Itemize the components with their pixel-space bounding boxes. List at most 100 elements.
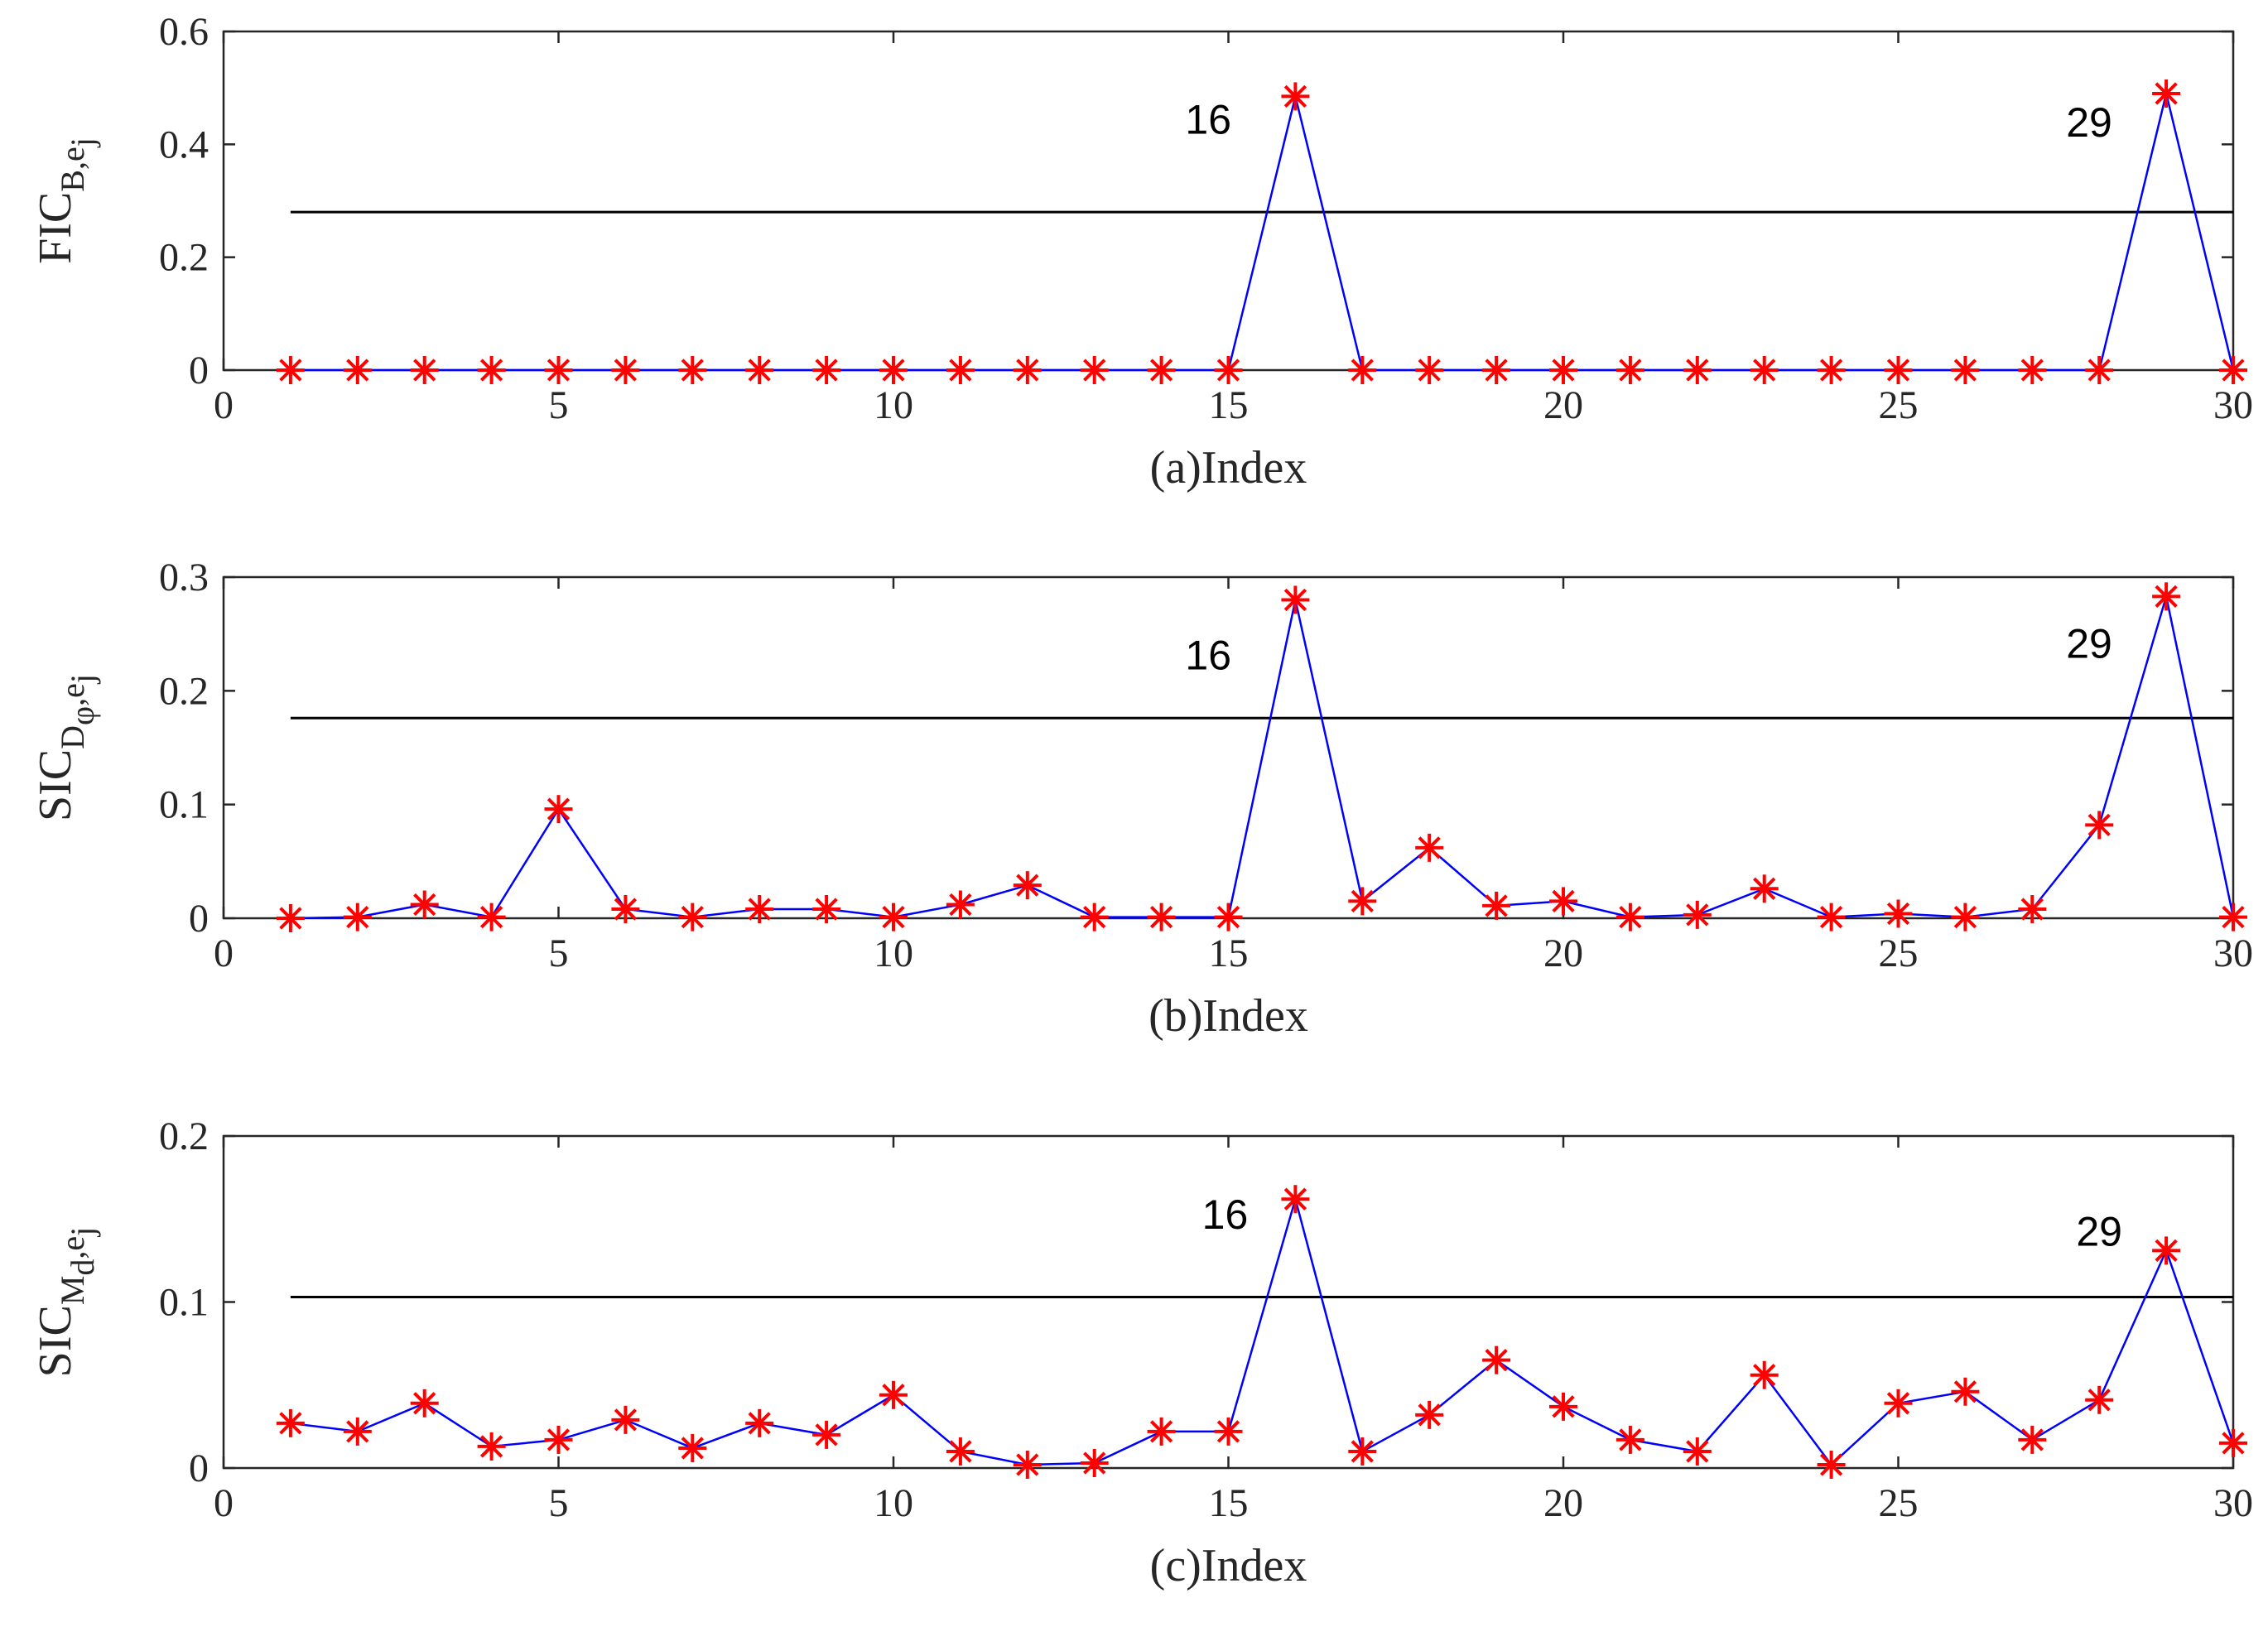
x-tick-label: 25 — [1879, 383, 1919, 427]
annotation-label: 16 — [1202, 1191, 1249, 1238]
marker-stroke — [2222, 1432, 2245, 1455]
marker-stroke — [279, 359, 302, 382]
y-tick-label: 0.6 — [159, 10, 209, 54]
y-axis-label: FICB,ej — [30, 137, 101, 264]
marker-stroke — [1686, 1440, 1709, 1463]
marker-stroke — [547, 359, 571, 382]
marker-stroke — [1149, 905, 1173, 929]
y-tick-label: 0.2 — [159, 1114, 209, 1158]
marker-stroke — [614, 898, 638, 921]
marker-stroke — [1485, 1349, 1508, 1372]
marker-stroke — [2087, 813, 2111, 837]
data-point-marker — [1147, 356, 1176, 384]
marker-stroke — [547, 797, 571, 821]
data-point-marker — [1013, 1450, 1042, 1479]
data-point-marker — [611, 895, 640, 924]
marker-stroke — [1016, 1453, 1039, 1476]
data-point-marker — [276, 356, 305, 384]
x-tick-label: 0 — [214, 1481, 234, 1525]
data-point-marker — [879, 903, 908, 931]
data-point-marker — [343, 1417, 372, 1446]
data-point-marker — [1884, 356, 1913, 384]
y-tick-label: 0 — [189, 349, 209, 392]
data-point-marker — [678, 356, 707, 384]
data-point-marker — [611, 356, 640, 384]
y-label-sub: D — [54, 725, 91, 749]
x-axis-label: (b)Index — [1148, 990, 1308, 1042]
marker-stroke — [1418, 1403, 1441, 1427]
marker-stroke — [2087, 359, 2111, 382]
marker-stroke — [479, 1435, 503, 1458]
x-tick-label: 10 — [874, 931, 913, 975]
marker-stroke — [2155, 585, 2178, 609]
marker-stroke — [2020, 359, 2044, 382]
marker-stroke — [1351, 889, 1374, 913]
marker-stroke — [1083, 359, 1106, 382]
data-point-marker — [1147, 903, 1176, 931]
marker-stroke — [1485, 894, 1508, 917]
marker-stroke — [1619, 359, 1642, 382]
marker-stroke — [949, 893, 972, 917]
data-point-marker — [2018, 356, 2047, 384]
data-point-marker — [1884, 899, 1913, 928]
data-point-marker — [410, 890, 439, 919]
data-point-marker — [1080, 356, 1109, 384]
marker-stroke — [1418, 359, 1441, 382]
panel-2: 0 5 10 15 20 25 30 0 0.1 0.2 0.3 (b)Index SICDφ,ej 16… — [30, 556, 2253, 1042]
data-point-marker — [2085, 356, 2114, 384]
x-tick-label: 15 — [1209, 931, 1249, 975]
data-point-marker — [879, 1380, 908, 1409]
x-tick-label: 10 — [874, 383, 913, 427]
marker-stroke — [2222, 905, 2245, 929]
data-point-marker — [1482, 356, 1511, 384]
axes-box — [222, 575, 2235, 920]
marker-stroke — [1552, 1395, 1575, 1418]
axes-box — [222, 30, 2235, 372]
data-point-marker — [1683, 356, 1712, 384]
y-tick-label: 0.4 — [159, 123, 209, 166]
marker-stroke — [1283, 588, 1307, 612]
marker-stroke — [1083, 905, 1106, 929]
data-point-marker — [1348, 356, 1377, 384]
data-point-marker — [1214, 356, 1243, 384]
annotation-label: 16 — [1185, 97, 1231, 143]
data-point-marker — [1415, 356, 1444, 384]
marker-stroke — [1351, 359, 1374, 382]
marker-stroke — [1886, 902, 1910, 926]
series-line — [290, 595, 2235, 920]
y-label-sub2: ,e — [54, 1236, 91, 1259]
marker-stroke — [1819, 359, 1843, 382]
x-tick-label: 20 — [1543, 931, 1583, 975]
marker-stroke — [1216, 905, 1240, 929]
data-point-marker — [2018, 1425, 2047, 1454]
data-point-marker — [1348, 887, 1377, 916]
data-point-marker — [745, 1408, 774, 1437]
marker-stroke — [1485, 359, 1508, 382]
x-tick-label: 10 — [874, 1481, 913, 1525]
data-point-marker — [544, 356, 573, 384]
data-point-marker — [1281, 585, 1310, 614]
panel-3: 0 5 10 15 20 25 30 0 0.1 0.2 (c)Index SICMd,ej 16 29 — [30, 1114, 2253, 1591]
data-point-marker — [477, 903, 506, 931]
x-tick-label: 20 — [1543, 383, 1583, 427]
data-point-marker — [745, 356, 774, 384]
data-point-marker — [1616, 356, 1644, 384]
y-tick-label: 0 — [189, 1446, 209, 1490]
x-tick-label: 5 — [549, 383, 569, 427]
marker-stroke — [279, 1412, 302, 1435]
marker-stroke — [1351, 1440, 1374, 1463]
data-point-marker — [2219, 1428, 2247, 1457]
marker-stroke — [1686, 903, 1709, 927]
marker-stroke — [2155, 82, 2178, 105]
data-point-marker — [1013, 871, 1042, 900]
x-axis-label: (a)Index — [1150, 442, 1307, 493]
data-point-marker — [1013, 356, 1042, 384]
annotation-label: 29 — [2066, 99, 2112, 146]
data-point-marker — [2152, 1236, 2181, 1265]
y-label-sub: M — [54, 1276, 91, 1306]
marker-stroke — [1753, 1364, 1776, 1387]
data-point-marker — [812, 1420, 841, 1449]
y-label-sub: B,e — [54, 147, 91, 191]
marker-stroke — [1216, 1420, 1240, 1443]
